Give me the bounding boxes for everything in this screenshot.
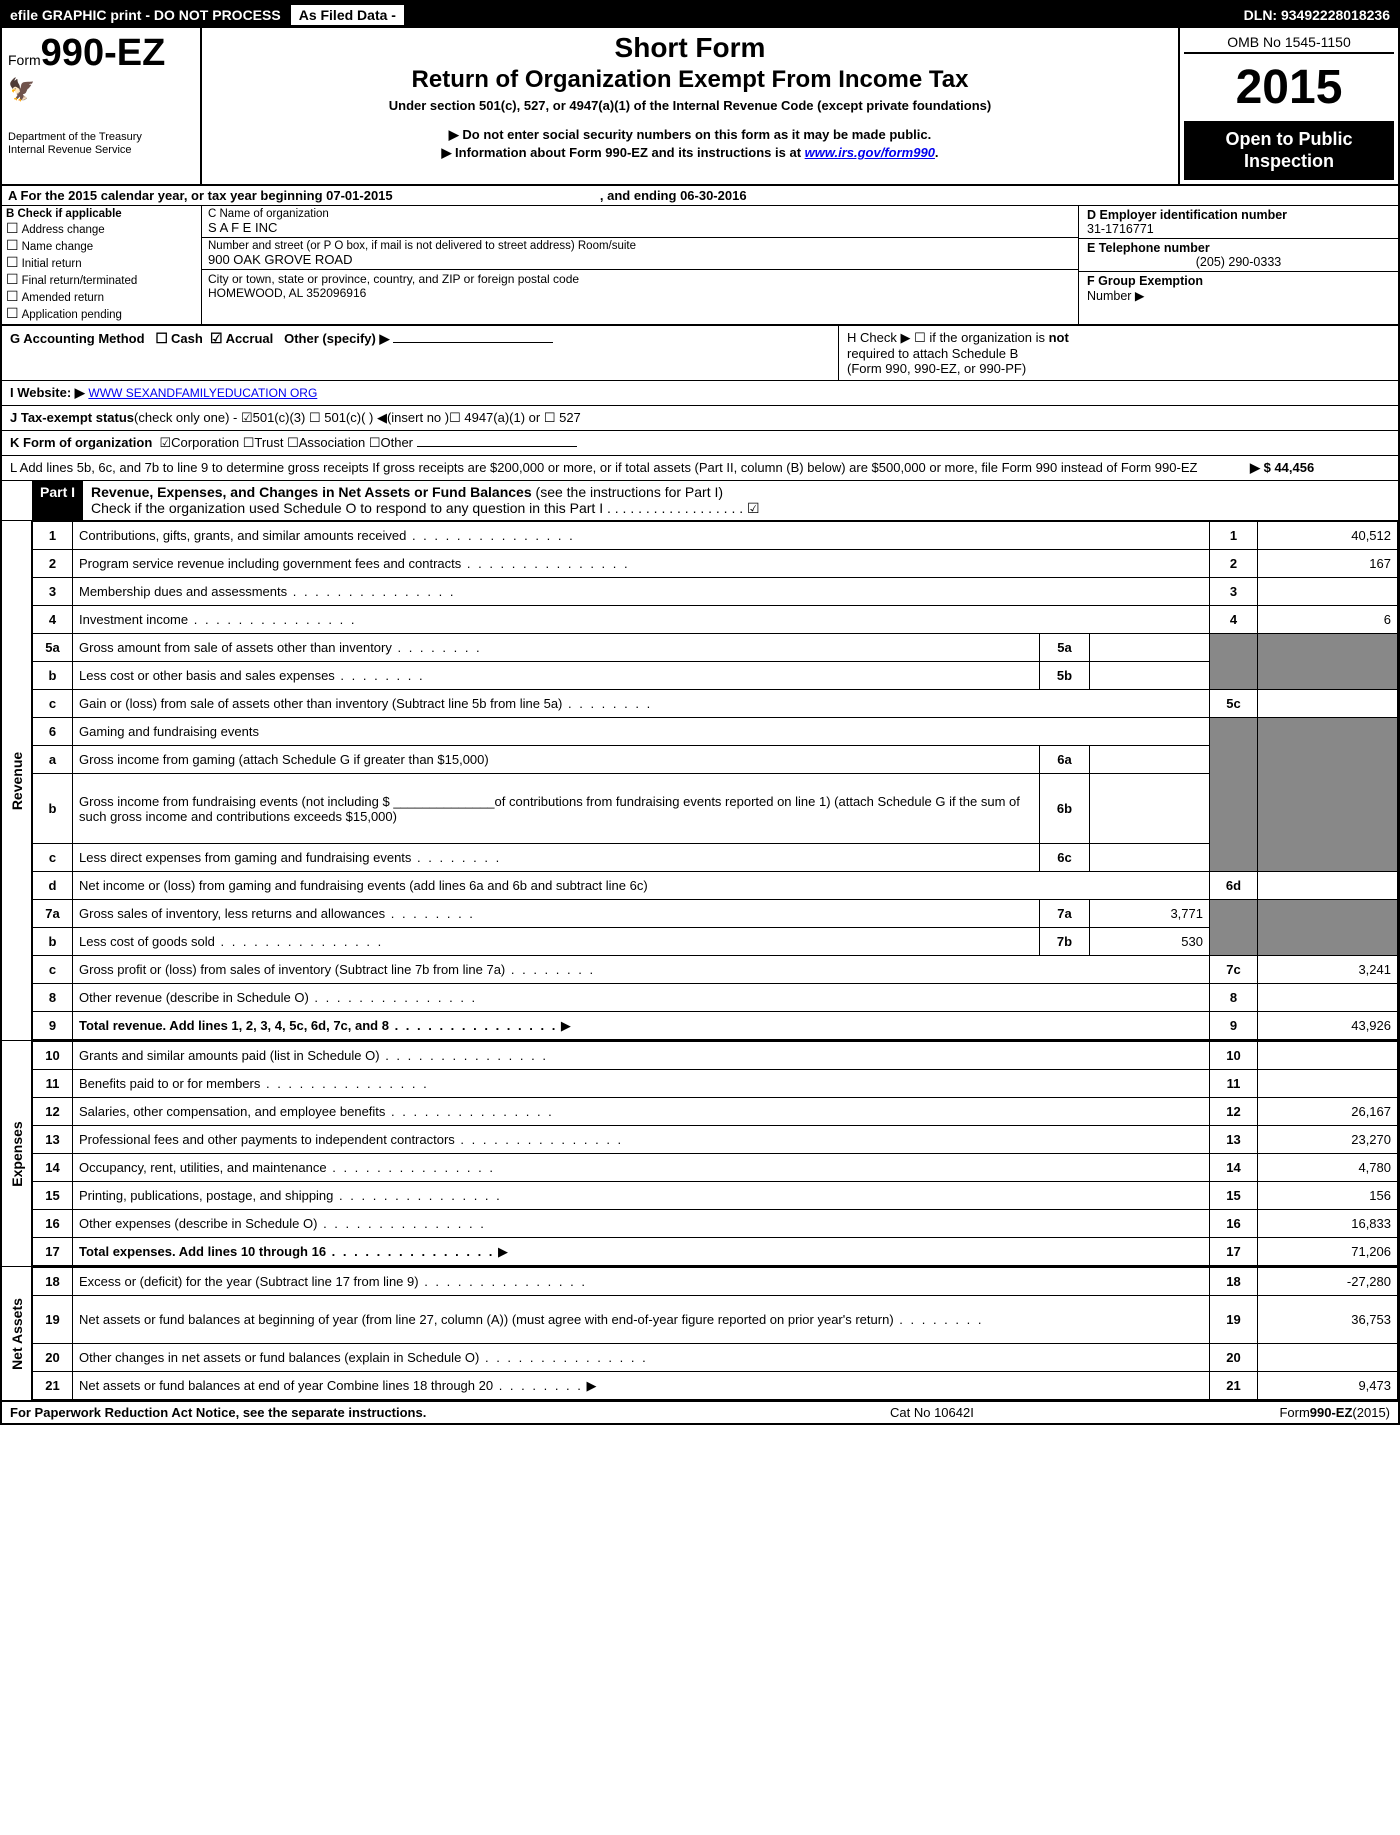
cat-no: Cat No 10642I [890, 1405, 1190, 1420]
tax-year: 2015 [1184, 54, 1394, 121]
part1-label: Part I [32, 481, 83, 520]
schedule-b-check: H Check ▶ ☐ if the organization is not r… [838, 326, 1398, 380]
gross-receipts-amt: ▶ $ 44,456 [1230, 460, 1390, 476]
form-number: 990-EZ [41, 32, 166, 74]
line-18: 18Excess or (deficit) for the year (Subt… [33, 1268, 1398, 1296]
dln: DLN: 93492228018236 [1236, 5, 1398, 25]
line-13: 13Professional fees and other payments t… [33, 1126, 1398, 1154]
part1-header: Part I Revenue, Expenses, and Changes in… [2, 481, 1398, 521]
irs-link[interactable]: www.irs.gov/form990 [805, 145, 935, 160]
netassets-section: Net Assets 18Excess or (deficit) for the… [2, 1267, 1398, 1402]
line-6b: bGross income from fundraising events (n… [33, 774, 1398, 844]
row-gh: G Accounting Method Cash Accrual Other (… [2, 326, 1398, 381]
part1-check: Check if the organization used Schedule … [91, 500, 760, 516]
netassets-label: Net Assets [9, 1298, 25, 1370]
chk-accrual[interactable] [210, 331, 226, 346]
line-19: 19Net assets or fund balances at beginni… [33, 1296, 1398, 1344]
header-left: Form990-EZ 🦅 Department of the Treasury … [2, 28, 202, 184]
chk-address[interactable]: Address change [6, 220, 197, 237]
chk-pending[interactable]: Application pending [6, 305, 197, 322]
org-city: HOMEWOOD, AL 352096916 [208, 286, 1072, 300]
gross-receipts-row: L Add lines 5b, 6c, and 7b to line 9 to … [2, 456, 1398, 481]
line-15: 15Printing, publications, postage, and s… [33, 1182, 1398, 1210]
line-17: 17Total expenses. Add lines 10 through 1… [33, 1238, 1398, 1266]
open-public: Open to Public Inspection [1184, 121, 1394, 180]
line-5a: 5aGross amount from sale of assets other… [33, 634, 1398, 662]
line-3: 3Membership dues and assessments3 [33, 578, 1398, 606]
line-6c: cLess direct expenses from gaming and fu… [33, 844, 1398, 872]
line-12: 12Salaries, other compensation, and empl… [33, 1098, 1398, 1126]
section-c: C Name of organization S A F E INC Numbe… [202, 206, 1078, 324]
line-4: 4Investment income46 [33, 606, 1398, 634]
line-21: 21Net assets or fund balances at end of … [33, 1372, 1398, 1400]
org-name: S A F E INC [208, 220, 1072, 235]
website-link[interactable]: WWW SEXANDFAMILYEDUCATION ORG [88, 386, 317, 400]
line-20: 20Other changes in net assets or fund ba… [33, 1344, 1398, 1372]
section-def: D Employer identification number 31-1716… [1078, 206, 1398, 324]
under-section: Under section 501(c), 527, or 4947(a)(1)… [212, 98, 1168, 113]
line-2: 2Program service revenue including gover… [33, 550, 1398, 578]
line-5b: bLess cost or other basis and sales expe… [33, 662, 1398, 690]
line-7a: 7aGross sales of inventory, less returns… [33, 900, 1398, 928]
page-footer: For Paperwork Reduction Act Notice, see … [2, 1402, 1398, 1423]
tax-exempt-row: J Tax-exempt status(check only one) - ☑5… [2, 406, 1398, 431]
paperwork-notice: For Paperwork Reduction Act Notice, see … [10, 1405, 890, 1420]
topbar: efile GRAPHIC print - DO NOT PROCESS As … [2, 2, 1398, 28]
form-ref: Form990-EZ(2015) [1190, 1405, 1390, 1420]
line-1: 1Contributions, gifts, grants, and simil… [33, 522, 1398, 550]
chk-amended[interactable]: Amended return [6, 288, 197, 305]
return-title: Return of Organization Exempt From Incom… [212, 66, 1168, 94]
chk-final[interactable]: Final return/terminated [6, 271, 197, 288]
form-org-row: K Form of organization ☑Corporation ☐Tru… [2, 431, 1398, 456]
irs-eagle-icon: 🦅 [8, 77, 35, 103]
revenue-table: 1Contributions, gifts, grants, and simil… [32, 521, 1398, 1040]
phone: (205) 290-0333 [1087, 255, 1390, 269]
form-header: Form990-EZ 🦅 Department of the Treasury … [2, 28, 1398, 186]
asfiled-label: As Filed Data - [289, 3, 406, 27]
revenue-section: Revenue 1Contributions, gifts, grants, a… [2, 521, 1398, 1041]
row-a: A For the 2015 calendar year, or tax yea… [2, 186, 1398, 206]
header-right: OMB No 1545-1150 2015 Open to Public Ins… [1178, 28, 1398, 184]
expenses-label: Expenses [9, 1121, 25, 1186]
netassets-table: 18Excess or (deficit) for the year (Subt… [32, 1267, 1398, 1400]
revenue-label: Revenue [9, 752, 25, 810]
form-page: efile GRAPHIC print - DO NOT PROCESS As … [0, 0, 1400, 1425]
line-8: 8Other revenue (describe in Schedule O)8 [33, 984, 1398, 1012]
dept-treasury: Department of the Treasury Internal Reve… [8, 131, 194, 157]
line-5c: cGain or (loss) from sale of assets othe… [33, 690, 1398, 718]
line-7c: cGross profit or (loss) from sales of in… [33, 956, 1398, 984]
line-14: 14Occupancy, rent, utilities, and mainte… [33, 1154, 1398, 1182]
omb-no: OMB No 1545-1150 [1184, 32, 1394, 54]
line-11: 11Benefits paid to or for members11 [33, 1070, 1398, 1098]
short-form-title: Short Form [212, 32, 1168, 64]
line-10: 10Grants and similar amounts paid (list … [33, 1042, 1398, 1070]
line-6d: dNet income or (loss) from gaming and fu… [33, 872, 1398, 900]
expenses-section: Expenses 10Grants and similar amounts pa… [2, 1041, 1398, 1267]
chk-name[interactable]: Name change [6, 237, 197, 254]
section-b: B Check if applicable Address change Nam… [2, 206, 202, 324]
line-16: 16Other expenses (describe in Schedule O… [33, 1210, 1398, 1238]
line-7b: bLess cost of goods sold7b530 [33, 928, 1398, 956]
website-row: I Website: ▶ WWW SEXANDFAMILYEDUCATION O… [2, 381, 1398, 406]
line-6a: aGross income from gaming (attach Schedu… [33, 746, 1398, 774]
bcdef-block: B Check if applicable Address change Nam… [2, 206, 1398, 326]
ein: 31-1716771 [1087, 222, 1390, 236]
accounting-method: G Accounting Method Cash Accrual Other (… [2, 326, 838, 380]
org-address: 900 OAK GROVE ROAD [208, 252, 1072, 267]
efile-label: efile GRAPHIC print - DO NOT PROCESS [2, 5, 289, 25]
line-6: 6Gaming and fundraising events [33, 718, 1398, 746]
chk-cash[interactable] [155, 331, 171, 346]
line-9: 9Total revenue. Add lines 1, 2, 3, 4, 5c… [33, 1012, 1398, 1040]
expenses-table: 10Grants and similar amounts paid (list … [32, 1041, 1398, 1266]
header-center: Short Form Return of Organization Exempt… [202, 28, 1178, 184]
chk-initial[interactable]: Initial return [6, 254, 197, 271]
info-about: ▶ Information about Form 990-EZ and its … [212, 145, 1168, 161]
do-not-enter: ▶ Do not enter social security numbers o… [212, 127, 1168, 143]
